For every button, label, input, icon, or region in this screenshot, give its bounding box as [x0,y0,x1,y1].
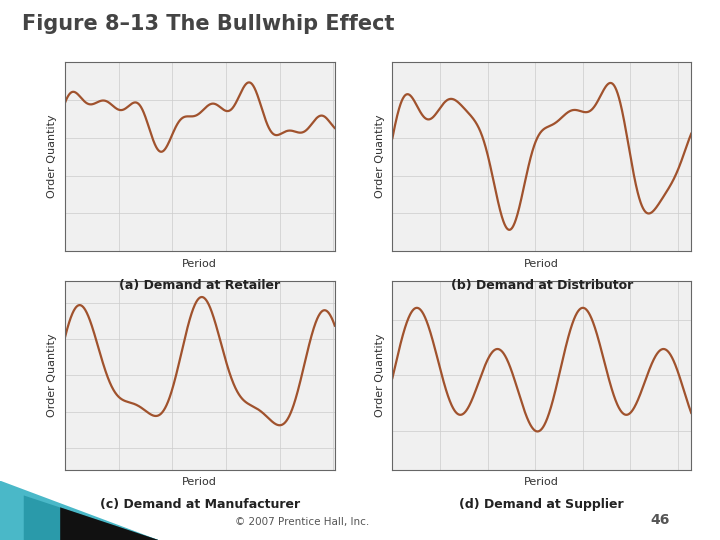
X-axis label: Period: Period [524,259,559,269]
Text: © 2007 Prentice Hall, Inc.: © 2007 Prentice Hall, Inc. [235,516,369,526]
Y-axis label: Order Quantity: Order Quantity [48,115,57,198]
Y-axis label: Order Quantity: Order Quantity [375,334,384,417]
Text: (d) Demand at Supplier: (d) Demand at Supplier [459,498,624,511]
Text: (c) Demand at Manufacturer: (c) Demand at Manufacturer [100,498,300,511]
Text: (b) Demand at Distributor: (b) Demand at Distributor [451,279,633,292]
Y-axis label: Order Quantity: Order Quantity [375,115,384,198]
Polygon shape [60,508,158,540]
Text: (a) Demand at Retailer: (a) Demand at Retailer [120,279,280,292]
X-axis label: Period: Period [182,259,217,269]
X-axis label: Period: Period [524,477,559,488]
Polygon shape [24,496,158,540]
Y-axis label: Order Quantity: Order Quantity [48,334,57,417]
Text: Figure 8–13 The Bullwhip Effect: Figure 8–13 The Bullwhip Effect [22,14,394,33]
Text: 46: 46 [650,512,670,526]
Polygon shape [0,481,158,540]
X-axis label: Period: Period [182,477,217,488]
